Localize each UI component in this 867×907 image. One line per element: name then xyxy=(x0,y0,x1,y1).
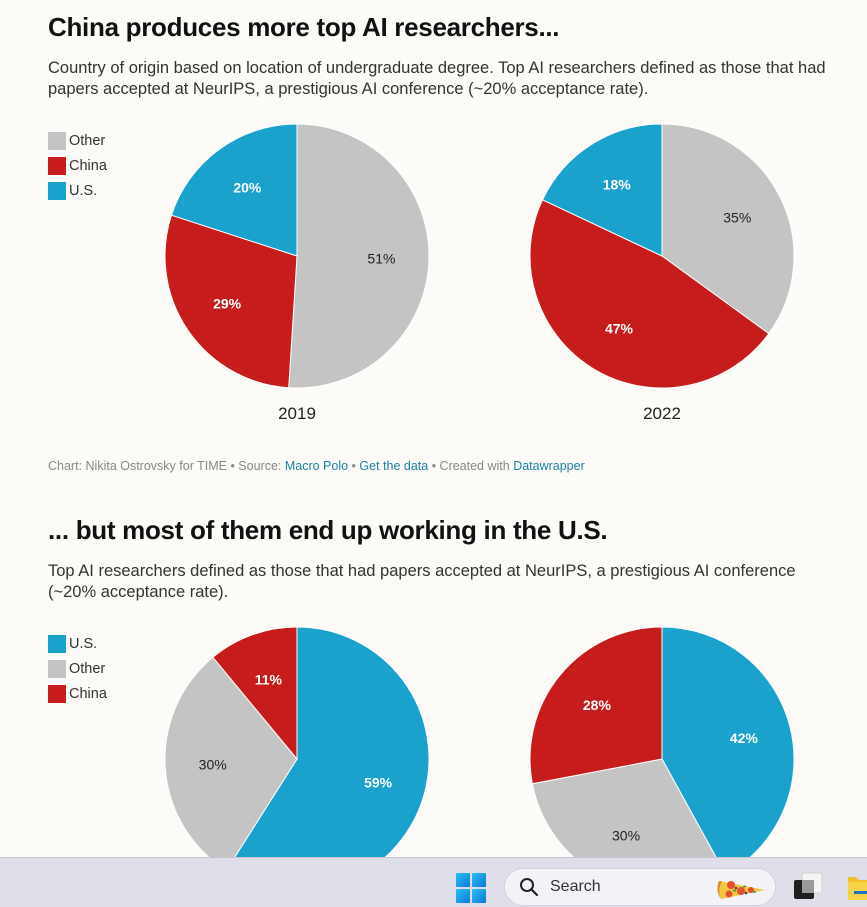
legend-label: U.S. xyxy=(69,635,98,652)
chart-footer: Chart: Nikita Ostrovsky for TIME • Sourc… xyxy=(48,459,585,473)
pie-slice-china xyxy=(529,199,770,389)
pie-slice-label: 42% xyxy=(730,730,759,746)
legend-swatch-other xyxy=(48,659,66,678)
pie-slice-us xyxy=(541,123,663,257)
section1-title: China produces more top AI researchers..… xyxy=(48,12,560,42)
task-view-icon[interactable] xyxy=(792,871,824,901)
pie-slice-label: 30% xyxy=(612,827,640,843)
legend-label: U.S. xyxy=(69,182,98,199)
pie-slice-china xyxy=(212,626,298,761)
legend-label: China xyxy=(69,685,107,702)
pie-slice-label: 30% xyxy=(199,756,227,772)
section1-legend: Other China U.S. xyxy=(48,128,107,203)
legend-item-us: U.S. xyxy=(48,631,107,656)
pie-chart-2022: 42% 30% 28% xyxy=(529,626,795,857)
legend-label: China xyxy=(69,157,107,174)
pie-slice-label: 11% xyxy=(255,672,283,688)
legend-item-other: Other xyxy=(48,656,107,681)
pie-slice-label: 35% xyxy=(723,210,751,226)
pie-slice-china xyxy=(529,626,663,785)
section1-description: Country of origin based on location of u… xyxy=(48,59,826,98)
search-icon xyxy=(520,878,539,897)
pie-slice-other xyxy=(164,656,298,857)
pie-slice-us xyxy=(170,123,298,257)
legend-item-other: Other xyxy=(48,128,107,153)
datawrapper-link[interactable]: Datawrapper xyxy=(513,459,585,473)
pie-slice-label: 59% xyxy=(364,775,393,791)
pie-chart-2019: 51% 29% 20% 2019 xyxy=(164,123,430,423)
pie-slice-label: 47% xyxy=(605,321,634,337)
get-data-link[interactable]: Get the data xyxy=(359,459,429,473)
legend-swatch-us xyxy=(48,181,66,200)
legend-swatch-us xyxy=(48,634,66,653)
source-link[interactable]: Macro Polo xyxy=(284,459,349,473)
pizza-icon[interactable] xyxy=(713,873,769,903)
pie-slice-label: 51% xyxy=(367,251,395,267)
legend-swatch-other xyxy=(48,131,66,150)
footer-credit: Chart: Nikita Ostrovsky for TIME • Sourc… xyxy=(48,459,285,473)
pie-chart-2022: 35% 47% 18% 2022 xyxy=(529,123,795,423)
search-placeholder: Search xyxy=(550,878,601,895)
taskbar: Search xyxy=(0,857,867,907)
pie-chart-2019: 59% 30% 11% xyxy=(164,626,430,857)
pie-year-label: 2019 xyxy=(278,404,316,423)
legend-item-china: China xyxy=(48,681,107,706)
windows-start-icon[interactable] xyxy=(456,873,486,903)
pie-slice-label: 28% xyxy=(583,697,612,713)
pie-slice-other xyxy=(531,758,717,857)
pie-charts: 51% 29% 20% 2019 35% 47% 18% 2022 59% 30% 11% 42% 30… xyxy=(164,123,795,857)
legend-label: Other xyxy=(69,132,106,149)
pie-slice-us xyxy=(661,626,795,857)
legend-label: Other xyxy=(69,660,106,677)
section2-description: Top AI researchers defined as those that… xyxy=(48,562,796,601)
section2-title: ... but most of them end up working in t… xyxy=(48,515,608,545)
pie-slice-other xyxy=(288,123,430,389)
pie-slice-china xyxy=(164,214,298,389)
taskbar-search-box[interactable]: Search xyxy=(504,868,776,906)
legend-swatch-china xyxy=(48,156,66,175)
legend-item-china: China xyxy=(48,153,107,178)
section2-legend: U.S. Other China xyxy=(48,631,107,706)
pie-slice-label: 20% xyxy=(233,180,262,196)
pie-slice-us xyxy=(234,626,430,857)
file-explorer-icon[interactable] xyxy=(848,874,867,900)
pie-slice-other xyxy=(661,123,795,335)
footer-sep: • xyxy=(348,459,360,473)
legend-item-us: U.S. xyxy=(48,178,107,203)
footer-created: • Created with xyxy=(428,459,514,473)
pie-slice-label: 29% xyxy=(213,295,242,311)
legend-swatch-china xyxy=(48,684,66,703)
pie-year-label: 2022 xyxy=(643,404,681,423)
pie-slice-label: 18% xyxy=(603,177,632,193)
